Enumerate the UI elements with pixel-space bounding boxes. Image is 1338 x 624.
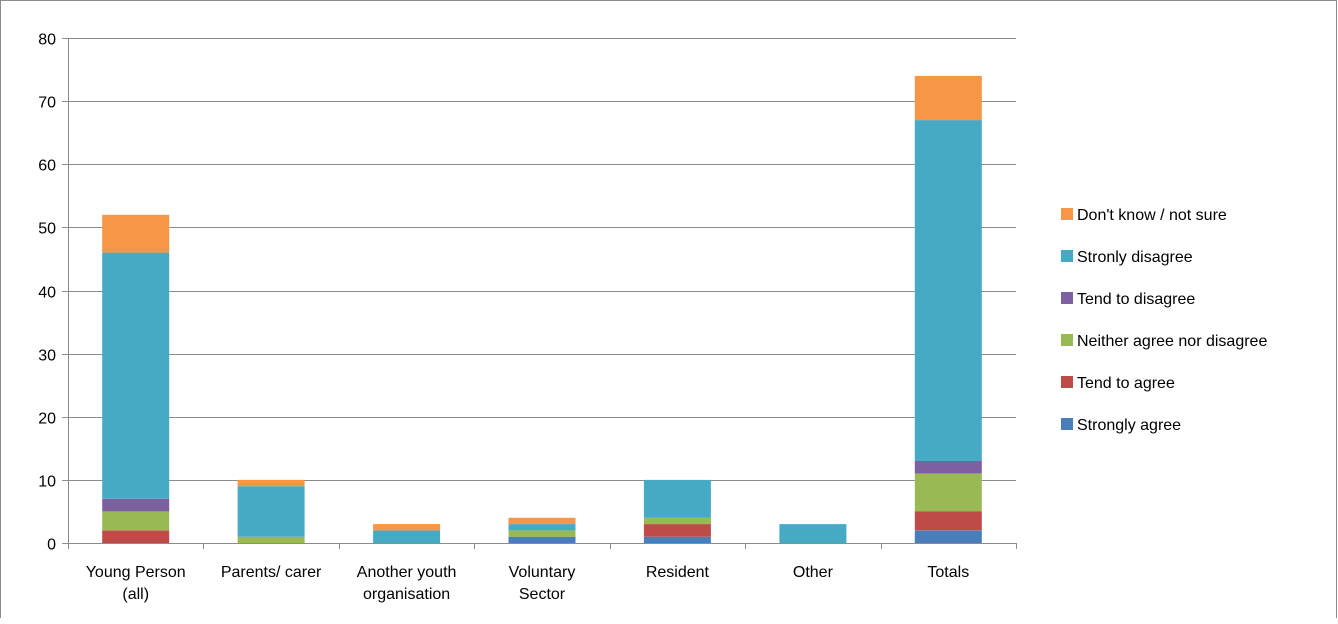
bar-segment [643, 479, 711, 518]
x-tick-label: Young Person [86, 564, 186, 581]
bar-segment [508, 530, 576, 537]
legend-swatch [1061, 418, 1073, 430]
legend-swatch [1061, 334, 1073, 346]
bar-segment [508, 517, 576, 525]
x-tick-label: Other [793, 564, 834, 581]
bar-segment [914, 511, 982, 531]
bar-segment [102, 252, 170, 499]
bar-segment [237, 536, 305, 543]
x-axis: Young Person (all) Parents/ carer Another y… [68, 543, 1017, 603]
legend-item: Don't know / not sure [1061, 207, 1227, 224]
legend-swatch [1061, 208, 1073, 220]
legend-item: Neither agree nor disagree [1061, 333, 1267, 350]
bar-segment [102, 511, 170, 531]
y-tick-label: 0 [47, 537, 56, 554]
legend-label: Strongly agree [1077, 417, 1181, 434]
bar-segment [102, 498, 170, 512]
bar-segment [914, 120, 982, 461]
legend: Don't know / not sure Stronly disagree Ten… [1061, 207, 1267, 434]
legend-swatch [1061, 250, 1073, 262]
bar-segment [643, 517, 711, 525]
y-tick-label: 70 [38, 95, 56, 112]
bar-segment [237, 486, 305, 537]
bar-segment [237, 479, 305, 487]
y-axis: 0 10 20 30 40 50 60 70 80 [38, 32, 69, 554]
legend-item: Tend to agree [1061, 375, 1175, 392]
bar-segment [643, 536, 711, 543]
legend-label: Tend to agree [1077, 375, 1175, 392]
bar-segment [914, 530, 982, 543]
x-tick-label: Another youth [357, 564, 457, 581]
x-tick-label: Sector [519, 586, 566, 603]
bar-segment [102, 530, 170, 543]
legend-item: Strongly agree [1061, 417, 1181, 434]
bar-segment [508, 524, 576, 531]
legend-swatch [1061, 292, 1073, 304]
gridlines [68, 38, 1016, 481]
y-tick-label: 20 [38, 411, 56, 428]
y-tick-label: 80 [38, 32, 56, 49]
y-tick-label: 40 [38, 285, 56, 302]
legend-label: Stronly disagree [1077, 249, 1193, 266]
bar-segment [643, 524, 711, 537]
y-tick-label: 60 [38, 158, 56, 175]
bar-segment [779, 524, 847, 543]
legend-item: Stronly disagree [1061, 249, 1193, 266]
x-tick-label: (all) [122, 586, 149, 603]
bar-segment [914, 75, 982, 121]
legend-item: Tend to disagree [1061, 291, 1195, 308]
bar-segment [508, 536, 576, 543]
y-tick-label: 50 [38, 221, 56, 238]
x-tick-label: Resident [646, 564, 710, 581]
bar-segment [102, 214, 170, 253]
y-tick-label: 10 [38, 474, 56, 491]
bar-segment [914, 473, 982, 512]
x-tick-label: Voluntary [509, 564, 576, 581]
legend-label: Neither agree nor disagree [1077, 333, 1267, 350]
bars [102, 75, 982, 543]
bar-segment [373, 530, 441, 543]
x-tick-label: Totals [927, 564, 969, 581]
bar-segment [914, 460, 982, 474]
y-tick-label: 30 [38, 348, 56, 365]
x-tick-label: Parents/ carer [221, 564, 322, 581]
legend-label: Don't know / not sure [1077, 207, 1227, 224]
x-tick-label: organisation [363, 586, 450, 603]
legend-swatch [1061, 376, 1073, 388]
bar-segment [373, 524, 441, 531]
legend-label: Tend to disagree [1077, 291, 1195, 308]
